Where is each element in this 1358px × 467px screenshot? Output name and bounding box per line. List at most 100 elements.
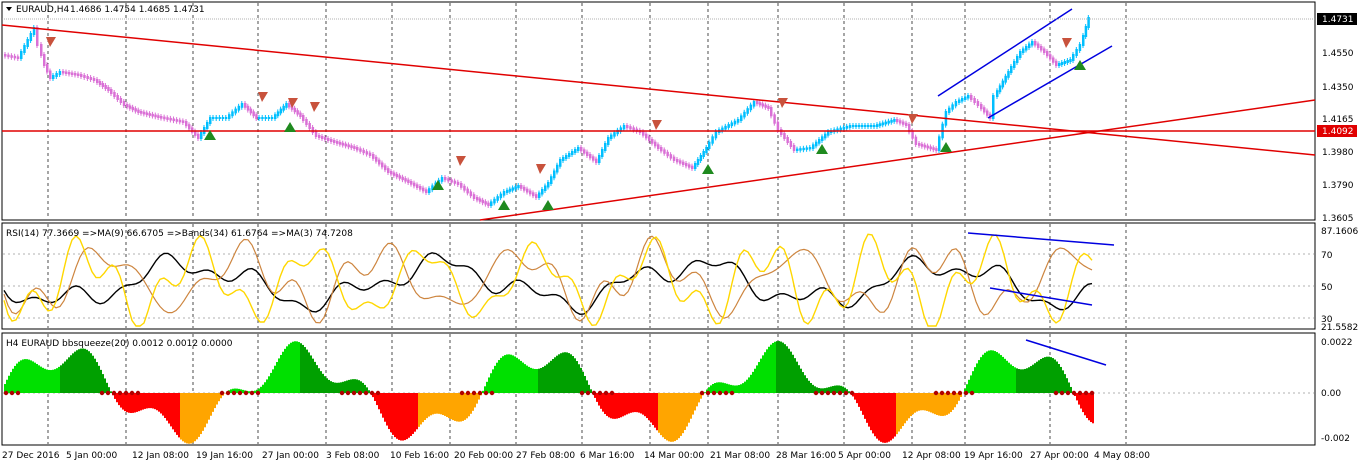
candle-body (191, 127, 194, 133)
squeeze-bar (504, 355, 506, 393)
squeeze-bar (268, 376, 270, 393)
squeeze-bar (956, 393, 958, 405)
squeeze-bar (460, 393, 462, 422)
squeeze-bar (332, 382, 334, 393)
squeeze-bar (48, 369, 50, 393)
candle-body (378, 159, 381, 165)
candle-body (368, 152, 372, 156)
squeeze-bar (678, 393, 680, 439)
squeeze-bar (404, 393, 406, 441)
squeeze-bar (916, 393, 918, 412)
squeeze-bar (872, 393, 874, 434)
squeeze-bar (654, 393, 656, 428)
candle-body (520, 185, 523, 189)
candle-body (642, 131, 645, 136)
price-axis[interactable]: 1.4550 1.4350 1.4165 1.3980 1.3790 1.360… (1317, 13, 1357, 224)
sell-arrow-icon (310, 102, 320, 112)
squeeze-bar (616, 393, 618, 419)
price-tick: 1.4550 (1322, 49, 1354, 59)
squeeze-bar (198, 393, 200, 437)
squeeze-bar (544, 365, 546, 393)
time-axis[interactable]: 27 Dec 2016 5 Jan 00:00 12 Jan 08:00 19 Jan… (2, 451, 1150, 461)
squeeze-bar (292, 341, 294, 393)
squeeze-bar (476, 393, 478, 404)
squeeze-bar (230, 389, 232, 393)
candle-body (711, 136, 714, 144)
squeeze-bar (360, 381, 362, 393)
squeeze-bar (566, 352, 568, 393)
candle-body (493, 198, 496, 204)
rsi-axis[interactable]: 87.1606 70 50 30 21.5582 (1321, 227, 1358, 333)
squeeze-dot (477, 390, 483, 396)
squeeze-dot (219, 390, 225, 396)
squeeze-bar (16, 363, 18, 393)
squeeze-bar (1036, 361, 1038, 393)
squeeze-bar (1030, 366, 1032, 393)
squeeze-dot (99, 390, 105, 396)
time-label: 27 Jan 00:00 (262, 451, 319, 461)
candle-body (258, 117, 261, 119)
candle-body (1007, 71, 1010, 78)
candle-body (1046, 51, 1049, 57)
squeeze-bar (970, 375, 972, 393)
candle-body (855, 125, 858, 127)
squeeze-bar (826, 387, 828, 393)
squeeze-bar (378, 393, 380, 410)
candle-body (362, 149, 365, 154)
triangle-down-icon[interactable] (6, 7, 12, 11)
candle-body (261, 117, 264, 119)
candle-body (65, 71, 68, 74)
candle-body (390, 171, 393, 175)
squeeze-bar (334, 382, 336, 393)
channel-lower-line (987, 45, 1113, 119)
sell-arrow-icon (536, 164, 546, 174)
squeeze-bar (776, 341, 778, 393)
candle-body (848, 125, 852, 128)
squeeze-bar (574, 358, 576, 393)
candle-body (761, 103, 765, 107)
squeeze-bar (312, 358, 314, 393)
squeeze-bar (590, 389, 592, 393)
candle-body (764, 104, 767, 108)
squeeze-bar (322, 373, 324, 393)
candle-body (148, 113, 152, 116)
squeeze-bar (328, 379, 330, 393)
squeeze-bar (130, 393, 132, 414)
squeeze-bar (108, 387, 110, 393)
candle-body (663, 149, 666, 154)
squeeze-bar (132, 393, 134, 413)
candle-body (116, 95, 119, 100)
candle-body (861, 125, 864, 127)
squeeze-dot (369, 390, 375, 396)
squeeze-bar (600, 393, 602, 409)
main-price-panel[interactable] (1, 1, 1316, 221)
squeeze-bar (638, 393, 640, 413)
squeeze-bar (992, 350, 994, 393)
squeeze-dot (609, 390, 615, 396)
squeeze-bar (314, 361, 316, 393)
squeeze-bar (98, 365, 100, 393)
squeeze-bar (468, 393, 470, 417)
squeeze-dot (699, 390, 705, 396)
candle-body (89, 77, 93, 80)
squeeze-bar (56, 368, 58, 393)
candle-body (163, 116, 166, 120)
candle-body (954, 101, 958, 107)
squeeze-bar (712, 384, 714, 393)
squeeze-dot (729, 390, 735, 396)
squeeze-bar (746, 379, 748, 393)
candle-body (964, 96, 967, 100)
squeeze-bar (1082, 393, 1084, 413)
squeeze-bar (490, 373, 492, 393)
squeeze-axis[interactable]: 0.0022 0.00 -0.002 (1321, 338, 1353, 444)
candle-body (592, 156, 595, 161)
squeeze-bar (88, 351, 90, 393)
candle-body (770, 107, 773, 117)
squeeze-dot (3, 390, 9, 396)
squeeze-bar (318, 368, 320, 393)
squeeze-bar (128, 393, 130, 413)
candle-body (428, 188, 431, 193)
squeeze-bar (440, 393, 442, 415)
squeeze-bar (552, 359, 554, 393)
